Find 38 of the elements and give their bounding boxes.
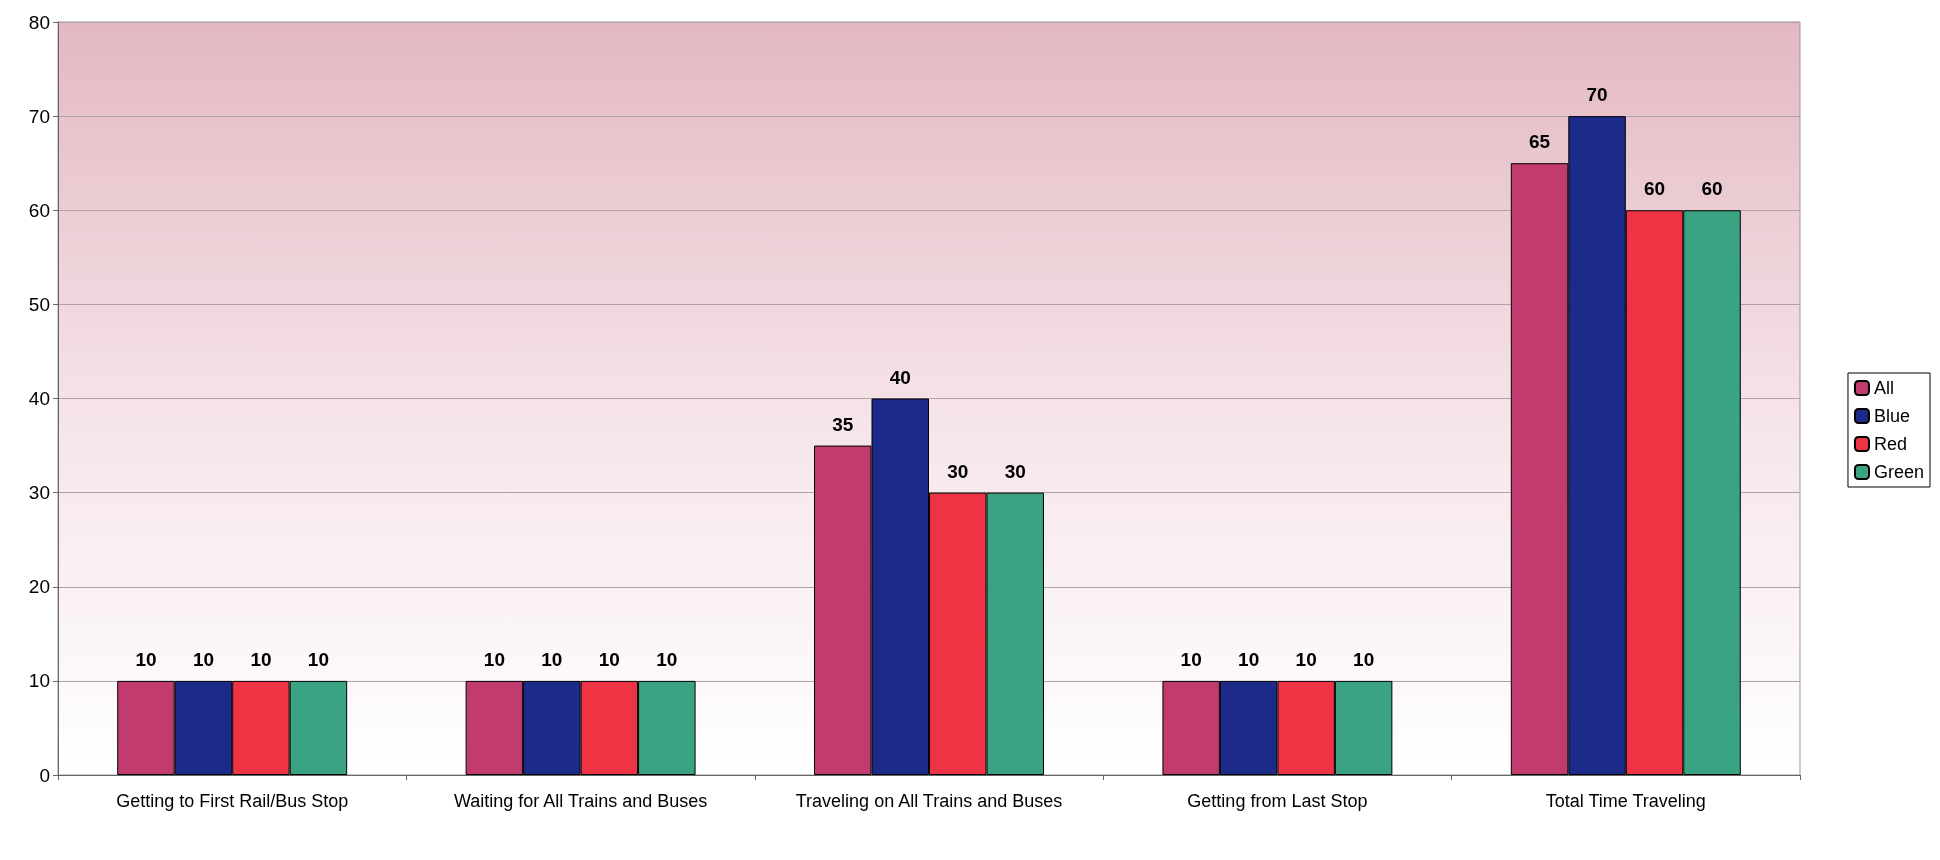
y-tick-label: 0 bbox=[39, 764, 50, 786]
data-label: 10 bbox=[307, 648, 329, 670]
x-tick-label: Waiting for All Trains and Buses bbox=[453, 791, 708, 811]
y-tick-label: 10 bbox=[28, 670, 50, 692]
data-label: 10 bbox=[135, 648, 157, 670]
data-label: 10 bbox=[1180, 648, 1202, 670]
legend-label: Blue bbox=[1873, 406, 1910, 426]
legend-label: Green bbox=[1873, 462, 1924, 482]
data-label: 10 bbox=[598, 648, 620, 670]
data-label: 30 bbox=[1004, 460, 1026, 482]
y-tick-label: 70 bbox=[28, 105, 50, 127]
data-label: 70 bbox=[1586, 84, 1608, 106]
y-tick-label: 60 bbox=[28, 199, 50, 221]
data-label: 65 bbox=[1529, 131, 1551, 153]
data-label: 60 bbox=[1643, 178, 1666, 200]
data-label: 40 bbox=[889, 366, 911, 388]
y-tick-label: 20 bbox=[28, 576, 50, 598]
y-tick-label: 50 bbox=[28, 293, 50, 315]
data-label: 10 bbox=[1295, 648, 1317, 670]
data-label: 10 bbox=[541, 648, 563, 670]
x-tick-label: Getting from Last Stop bbox=[1187, 791, 1368, 811]
legend-label: All bbox=[1873, 378, 1894, 398]
data-label: 10 bbox=[192, 648, 215, 670]
y-tick-label: 30 bbox=[28, 482, 50, 504]
data-label: 10 bbox=[483, 648, 505, 670]
data-label: 35 bbox=[832, 413, 854, 435]
y-tick-label: 80 bbox=[28, 11, 50, 33]
data-label: 10 bbox=[250, 648, 272, 670]
x-tick-label: Total Time Traveling bbox=[1545, 791, 1706, 811]
x-tick-label: Traveling on All Trains and Buses bbox=[795, 791, 1063, 811]
data-label: 10 bbox=[656, 648, 678, 670]
data-label: 10 bbox=[1353, 648, 1375, 670]
data-label: 60 bbox=[1701, 178, 1723, 200]
x-tick-label: Getting to First Rail/Bus Stop bbox=[116, 791, 349, 811]
data-label: 30 bbox=[947, 460, 969, 482]
y-tick-label: 40 bbox=[28, 388, 50, 409]
legend-label: Red bbox=[1873, 434, 1907, 454]
data-label: 10 bbox=[1238, 648, 1260, 670]
